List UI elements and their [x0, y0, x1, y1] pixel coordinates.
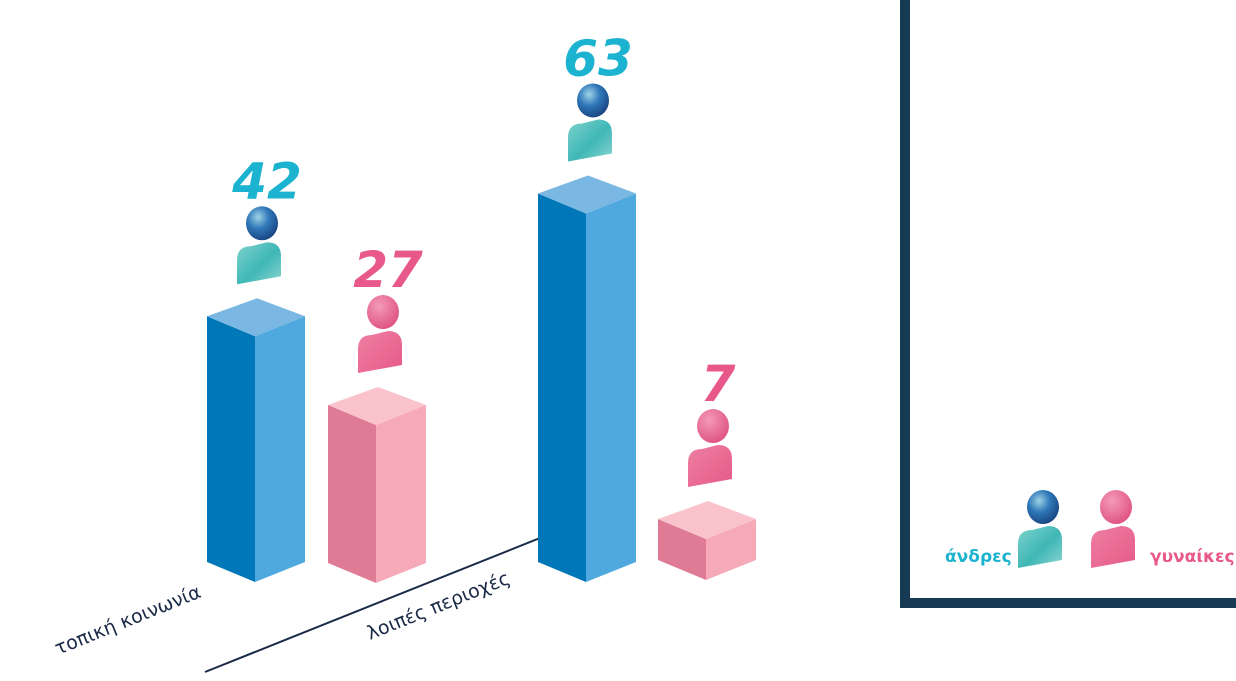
icons-layer: [237, 83, 732, 488]
person-head: [697, 409, 729, 444]
person-head: [1100, 490, 1132, 524]
man-person-icon: [1018, 490, 1062, 568]
value-label-women-0: 27: [353, 241, 423, 299]
man-person-icon: [1018, 490, 1062, 568]
bar-women-1: [658, 501, 756, 580]
value-label-women-1: 7: [701, 355, 736, 413]
category-label-local-community: τοπική κοινωνία: [52, 581, 204, 660]
man-person-icon: [568, 83, 612, 162]
bar-top-face: [207, 298, 305, 337]
person-body: [237, 242, 281, 285]
bar-front-face: [658, 519, 706, 580]
person-body: [688, 445, 732, 488]
labels-layer: 42 63 27 7: [231, 29, 735, 413]
person-body: [1018, 526, 1062, 568]
woman-person-icon: [358, 295, 402, 374]
woman-person-icon: [1091, 490, 1135, 568]
legend-label-women: γυναίκες: [1150, 547, 1235, 567]
legend: άνδρες γυναίκες: [945, 490, 1235, 568]
legend-label-men: άνδρες: [945, 547, 1012, 567]
bar-men-1: [538, 175, 636, 582]
bar-top-face: [538, 175, 636, 214]
bar-front-face: [328, 405, 376, 583]
person-head: [1027, 490, 1059, 524]
legend-frame: [900, 0, 1236, 608]
man-person-icon: [237, 206, 281, 285]
bar-top-face: [328, 387, 426, 426]
bar-side-face: [376, 405, 426, 583]
bar-side-face: [586, 193, 636, 582]
bar-side-face: [706, 519, 756, 580]
person-head: [246, 206, 278, 241]
bar-top-face: [658, 501, 756, 540]
woman-person-icon: [688, 409, 732, 488]
bar-front-face: [538, 193, 586, 582]
bar-side-face: [255, 316, 305, 582]
woman-person-icon: [1091, 490, 1135, 568]
axis-line: [204, 519, 586, 673]
bar-women-0: [328, 387, 426, 583]
bar-front-face: [207, 316, 255, 582]
value-label-men-0: 42: [231, 152, 302, 210]
person-body: [358, 331, 402, 374]
bars-layer: [207, 175, 756, 583]
bar-men-0: [207, 298, 305, 582]
person-body: [1091, 526, 1135, 568]
value-label-men-1: 63: [563, 29, 633, 87]
person-body: [568, 119, 612, 162]
person-head: [367, 295, 399, 330]
person-head: [577, 83, 609, 118]
